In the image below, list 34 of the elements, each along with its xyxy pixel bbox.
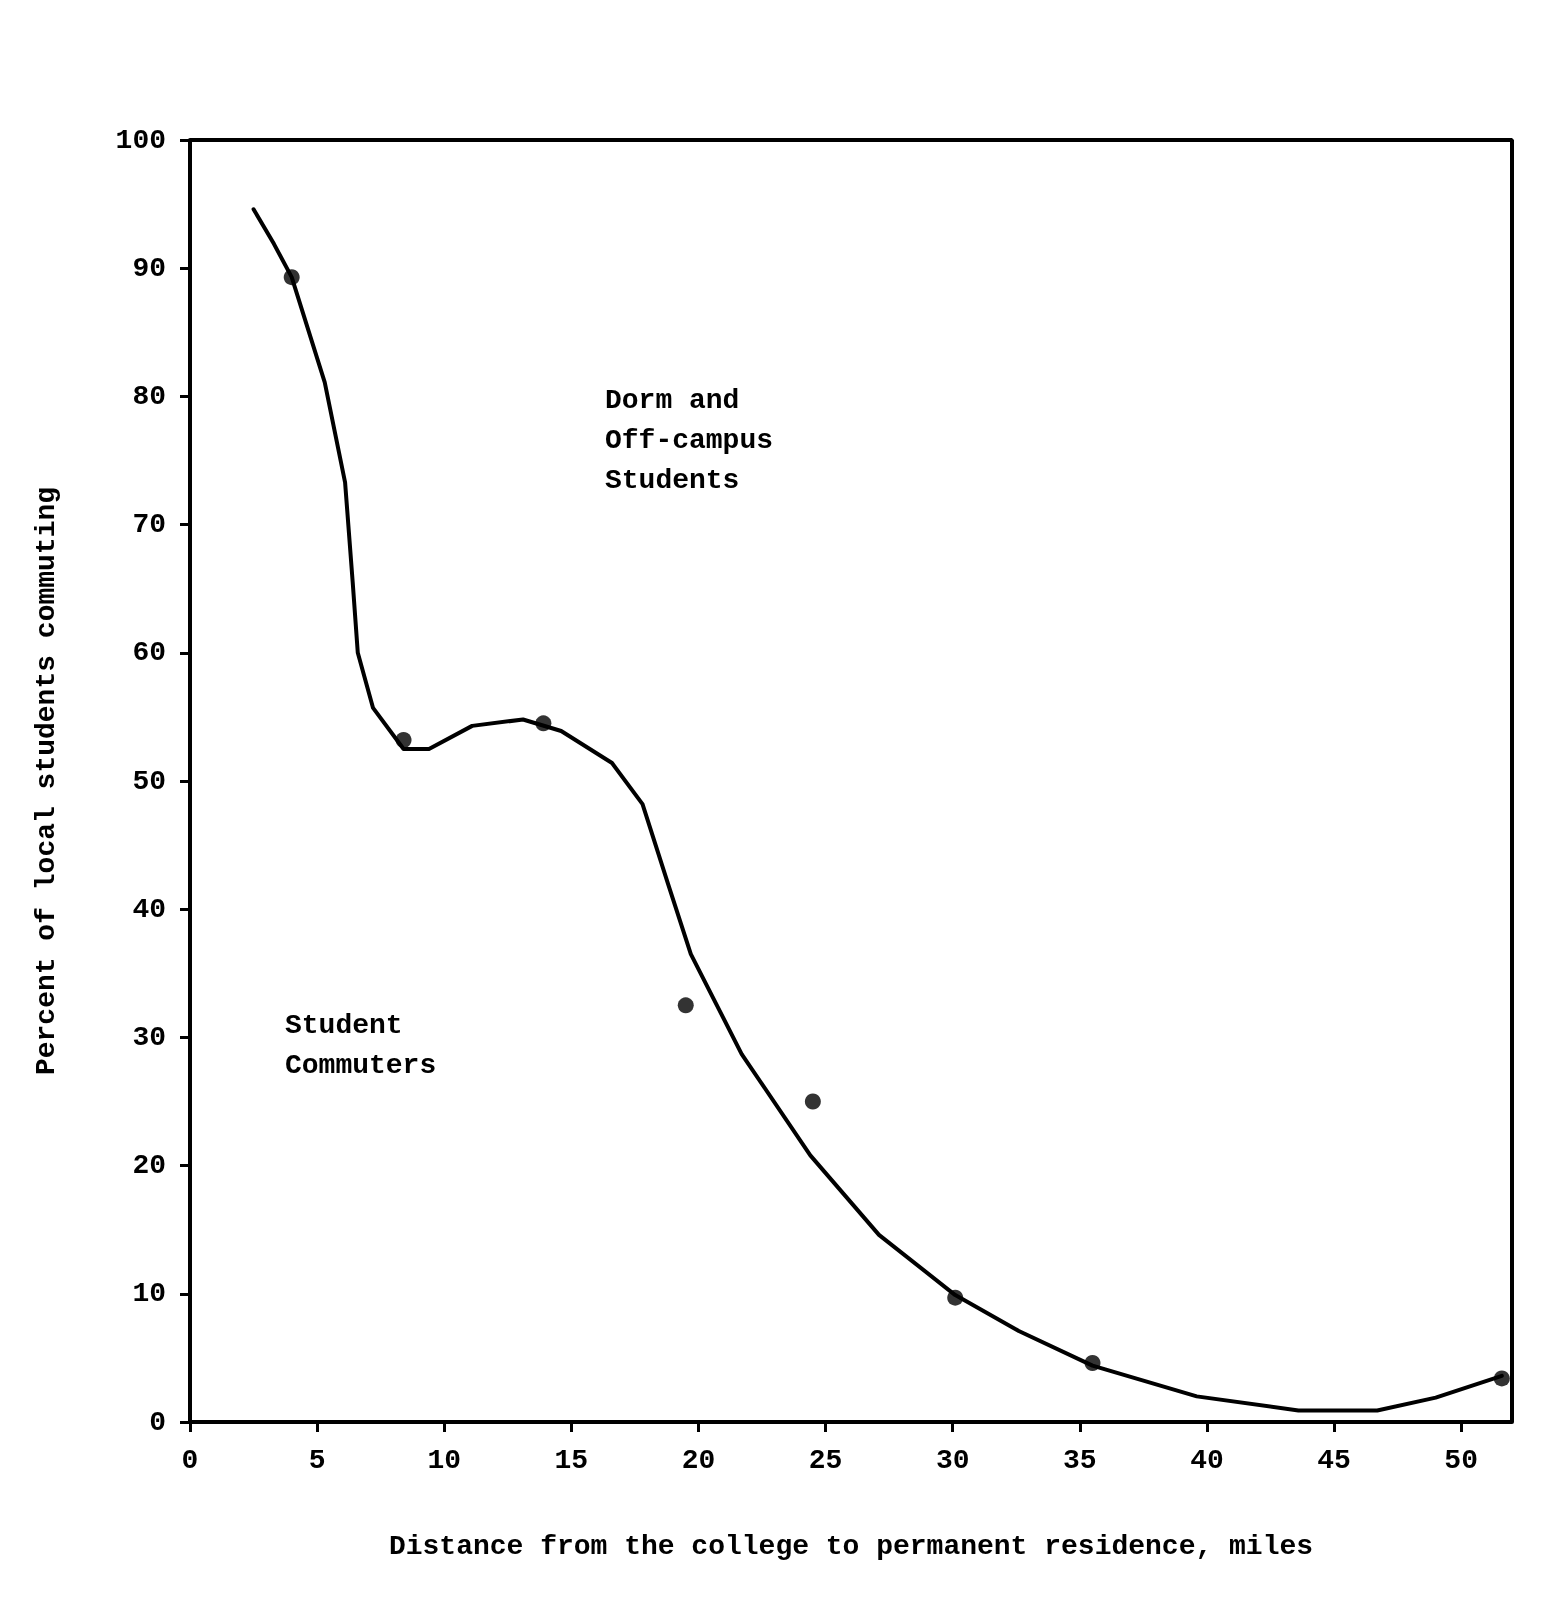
y-axis-title: Percent of local students commuting: [30, 486, 62, 1076]
y-tick-label: 20: [132, 1150, 166, 1182]
point: [1493, 1370, 1510, 1387]
annotation: Student Commuters: [285, 1009, 437, 1081]
y-tick-label: 60: [132, 637, 166, 669]
y-tick-label: 80: [132, 380, 166, 412]
y-tick-label: 90: [132, 252, 166, 284]
x-tick-label: 35: [1063, 1444, 1097, 1476]
point: [283, 269, 300, 286]
x-tick-label: 25: [808, 1444, 843, 1476]
x-tick-label: 50: [1444, 1444, 1478, 1476]
x-tick-label: 5: [308, 1444, 326, 1476]
x-tick-label: 40: [1190, 1444, 1224, 1476]
x-axis-title: Distance from the college to permanent residence, miles: [388, 1530, 1314, 1562]
x-tick-label: 10: [427, 1444, 462, 1476]
x-tick-label: 0: [181, 1444, 199, 1476]
point: [535, 715, 552, 732]
point: [947, 1289, 964, 1306]
point: [677, 997, 694, 1014]
y-tick-label: 0: [149, 1406, 166, 1438]
point: [1084, 1355, 1101, 1372]
y-tick-label: 50: [132, 765, 166, 797]
y-tick-label: 100: [115, 124, 166, 156]
annotation: Dorm and Off-campus Students: [605, 384, 774, 496]
x-tick-label: 45: [1317, 1444, 1351, 1476]
y-tick-label: 70: [132, 509, 166, 541]
x-tick-label: 30: [935, 1444, 970, 1476]
y-tick-label: 10: [132, 1278, 166, 1310]
x-tick-label: 20: [681, 1444, 716, 1476]
point: [804, 1093, 821, 1110]
x-tick-label: 15: [554, 1444, 589, 1476]
y-tick-label: 30: [132, 1021, 166, 1053]
point: [395, 731, 412, 748]
y-tick-label: 40: [132, 893, 166, 925]
